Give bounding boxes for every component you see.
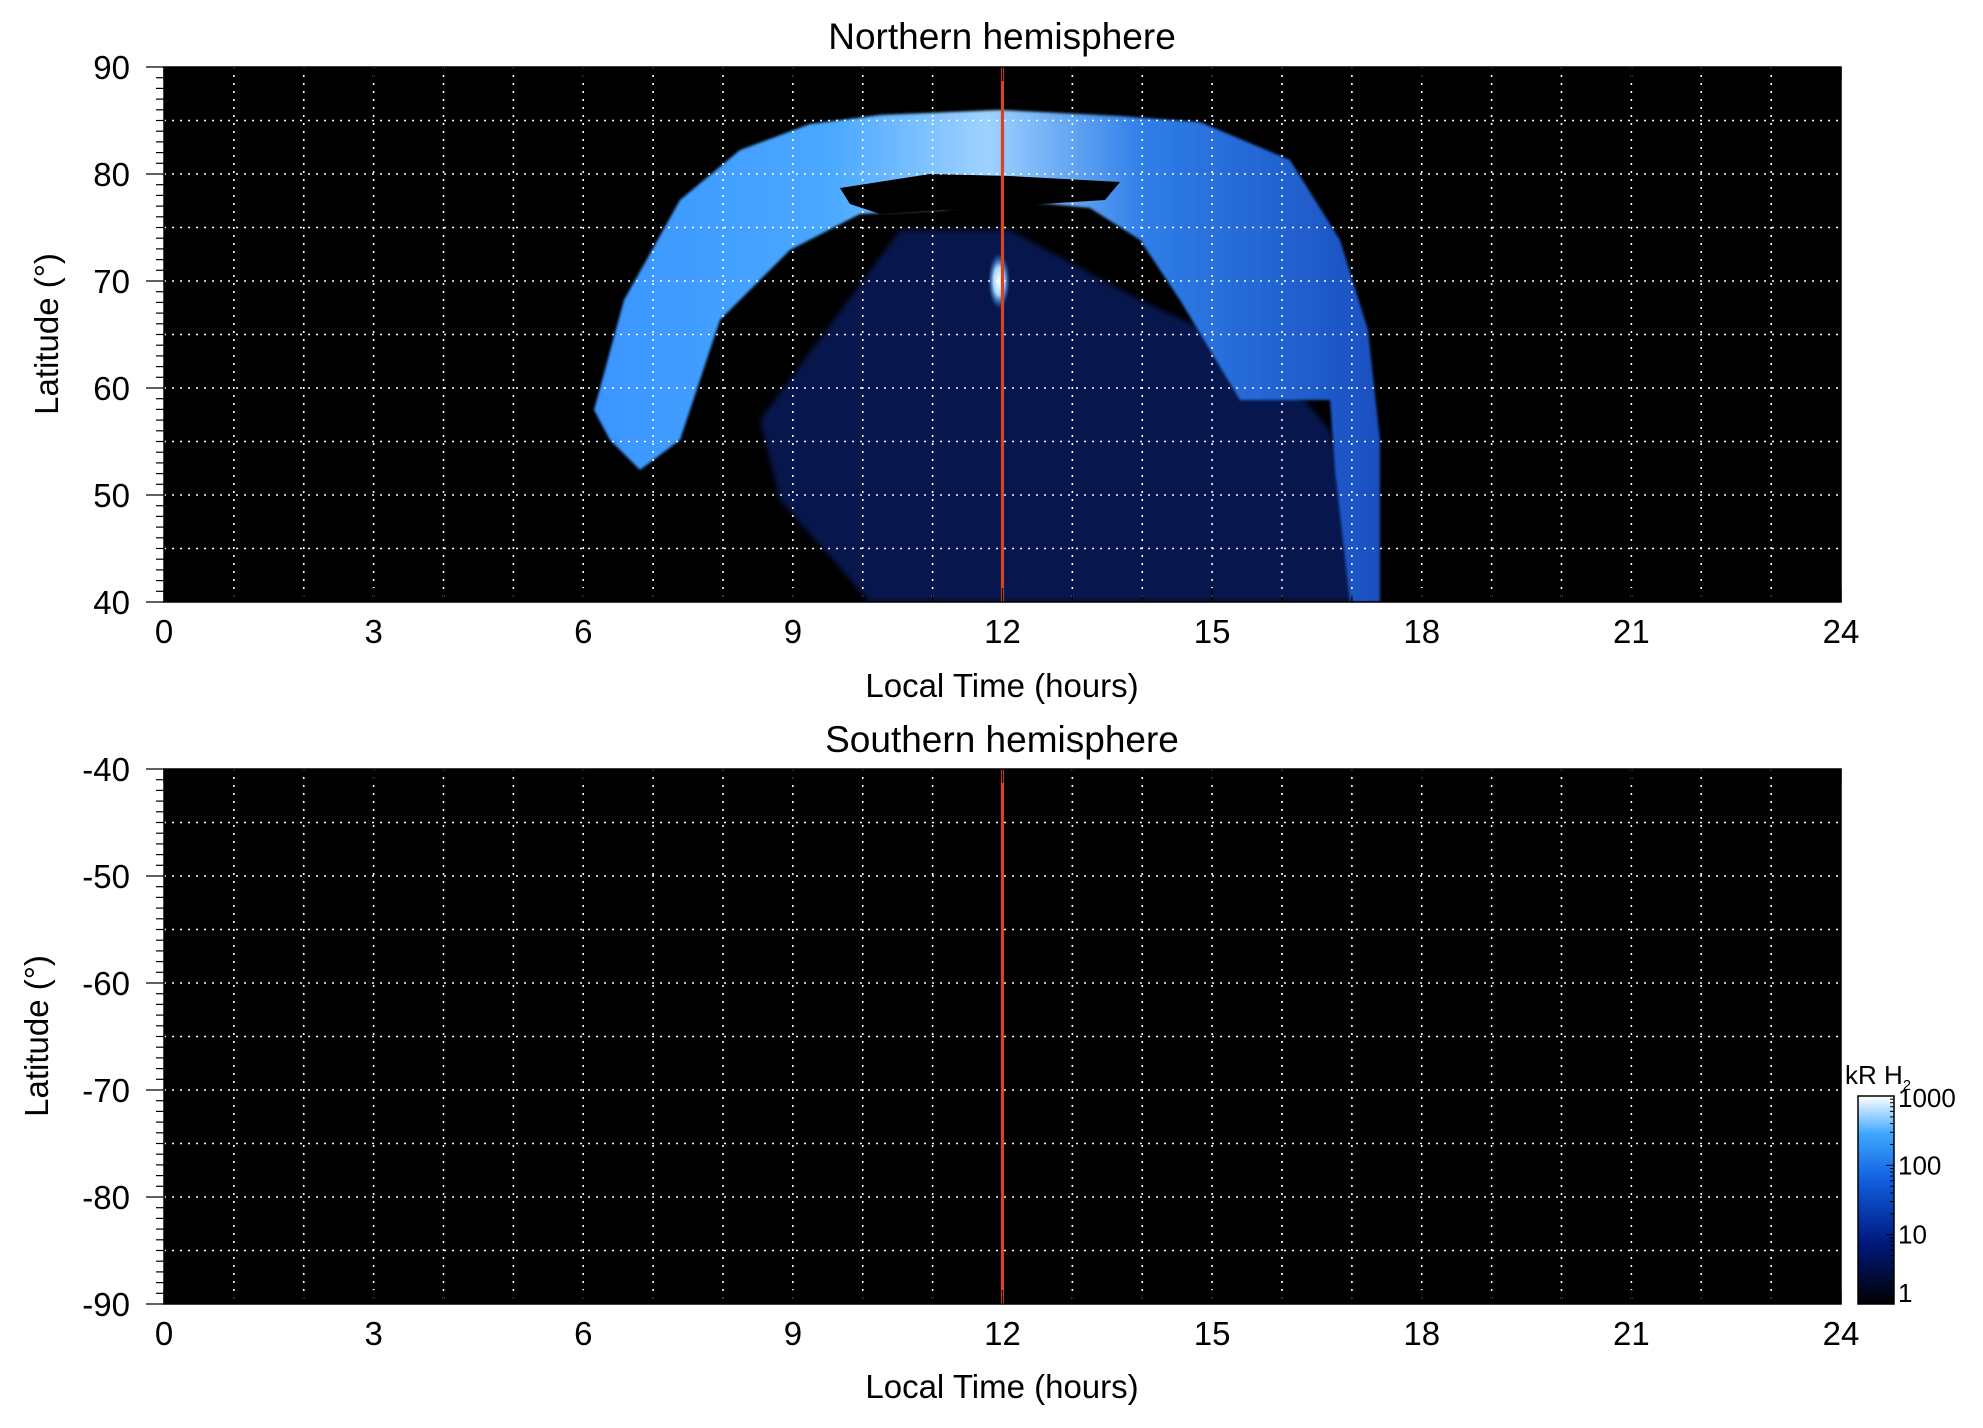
northern-xtick-label: 15 — [1194, 613, 1231, 650]
southern-ytick-label: -50 — [82, 858, 130, 895]
colorbar: kR H2 1000 100 10 1 — [1845, 1060, 1956, 1308]
colorbar-label-subscript: 2 — [1903, 1077, 1911, 1094]
northern-panel: Northern hemisphere 0 3 6 9 12 15 18 21 24 40 50 60… — [28, 16, 1859, 704]
colorbar-tick-label: 1000 — [1898, 1083, 1956, 1113]
colorbar-gradient — [1857, 1095, 1895, 1305]
northern-ytick-label: 50 — [93, 477, 130, 514]
southern-xtick-label: 18 — [1403, 1315, 1440, 1352]
northern-dark-gap — [840, 174, 1120, 214]
northern-ytick-label: 60 — [93, 370, 130, 407]
northern-xtick-label: 12 — [984, 613, 1021, 650]
southern-ytick-label: -40 — [82, 751, 130, 788]
northern-ylabel: Latitude (°) — [28, 253, 65, 415]
southern-ytick-label: -80 — [82, 1179, 130, 1216]
northern-xtick-label: 9 — [784, 613, 802, 650]
northern-ytick-label: 80 — [93, 156, 130, 193]
southern-title: Southern hemisphere — [825, 719, 1179, 760]
southern-xtick-label: 21 — [1613, 1315, 1650, 1352]
colorbar-tick-label: 10 — [1898, 1220, 1927, 1250]
southern-ylabel: Latitude (°) — [18, 955, 55, 1117]
northern-ytick-label: 90 — [93, 49, 130, 86]
northern-xtick-label: 21 — [1613, 613, 1650, 650]
southern-ytick-label: -70 — [82, 1072, 130, 1109]
southern-xtick-label: 0 — [155, 1315, 173, 1352]
southern-ticks: 0 3 6 9 12 15 18 21 24 -40 -50 -60 -70 -80 -90 — [82, 751, 1859, 1352]
southern-xtick-label: 3 — [364, 1315, 382, 1352]
southern-xtick-label: 6 — [574, 1315, 592, 1352]
northern-diffuse-emission — [760, 230, 1370, 602]
colorbar-ticks: 1000 100 10 1 — [1886, 1083, 1956, 1308]
southern-xtick-label: 12 — [984, 1315, 1021, 1352]
southern-ytick-label: -90 — [82, 1286, 130, 1323]
colorbar-tick-label: 100 — [1898, 1150, 1941, 1180]
southern-ytick-label: -60 — [82, 965, 130, 1002]
northern-main-oval — [594, 110, 1380, 602]
northern-xtick-label: 24 — [1823, 613, 1860, 650]
northern-ytick-label: 40 — [93, 584, 130, 621]
northern-xtick-label: 0 — [155, 613, 173, 650]
southern-panel: Southern hemisphere 0 3 6 9 12 15 18 21 24 -40 -50… — [18, 719, 1859, 1405]
southern-xtick-label: 24 — [1823, 1315, 1860, 1352]
colorbar-label: kR H2 — [1845, 1060, 1911, 1094]
northern-emission — [594, 110, 1380, 602]
northern-grid — [164, 67, 1841, 602]
southern-xtick-label: 15 — [1194, 1315, 1231, 1352]
northern-ytick-label: 70 — [93, 263, 130, 300]
northern-xtick-label: 3 — [364, 613, 382, 650]
colorbar-label-main: kR H — [1845, 1060, 1903, 1090]
southern-xlabel: Local Time (hours) — [865, 1368, 1138, 1405]
southern-xtick-label: 9 — [784, 1315, 802, 1352]
northern-ticks: 0 3 6 9 12 15 18 21 24 40 50 60 70 80 90 — [93, 49, 1859, 650]
northern-xlabel: Local Time (hours) — [865, 667, 1138, 704]
northern-title: Northern hemisphere — [828, 16, 1176, 57]
northern-xtick-label: 18 — [1403, 613, 1440, 650]
northern-noon-spot — [988, 253, 1010, 309]
northern-xtick-label: 6 — [574, 613, 592, 650]
colorbar-tick-label: 1 — [1898, 1278, 1912, 1308]
